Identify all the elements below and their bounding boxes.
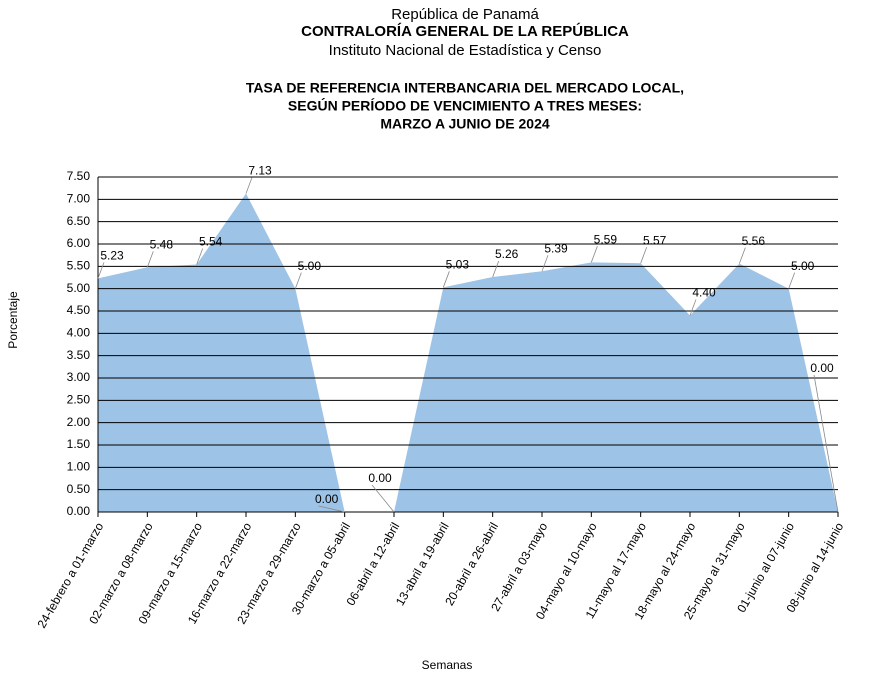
y-tick-label: 1.00	[67, 460, 91, 474]
header-line: Instituto Nacional de Estadística y Cens…	[329, 42, 602, 59]
y-tick-label: 0.00	[67, 504, 91, 518]
area	[98, 193, 838, 512]
chart-title: MARZO A JUNIO DE 2024	[380, 116, 550, 132]
x-axis-title: Semanas	[422, 658, 473, 672]
y-tick-label: 5.50	[67, 259, 91, 273]
y-tick-label: 2.00	[67, 415, 91, 429]
leader-line	[318, 505, 345, 513]
header-line: CONTRALORÍA GENERAL DE LA REPÚBLICA	[301, 22, 629, 40]
leader-line	[541, 255, 549, 272]
chart-title: SEGÚN PERÍODO DE VENCIMIENTO A TRES MESE…	[288, 97, 642, 114]
y-tick-label: 3.00	[67, 370, 91, 384]
y-tick-label: 7.00	[67, 192, 91, 206]
y-tick-label: 1.50	[67, 437, 91, 451]
x-tick-label: 20-abril a 26-abril	[442, 520, 501, 608]
y-tick-label: 7.50	[67, 169, 91, 183]
data-label: 5.03	[446, 257, 470, 271]
leader-line	[590, 246, 598, 263]
y-tick-label: 2.50	[67, 393, 91, 407]
data-label: 5.48	[150, 237, 174, 251]
leader-line	[738, 247, 746, 264]
data-label: 7.13	[248, 164, 272, 178]
y-tick-label: 4.00	[67, 326, 91, 340]
leader-line	[196, 248, 204, 265]
leader-line	[245, 177, 253, 194]
chart-title: TASA DE REFERENCIA INTERBANCARIA DEL MER…	[246, 80, 684, 96]
x-tick-label: 06-abril a 12-abril	[344, 520, 403, 608]
data-label: 5.00	[298, 259, 322, 273]
x-tick-label: 13-abril a 19-abril	[393, 520, 452, 608]
data-label: 0.00	[315, 492, 339, 506]
data-label: 0.00	[810, 361, 834, 375]
data-label: 5.26	[495, 247, 519, 261]
leader-line	[294, 272, 302, 289]
leader-line	[371, 484, 395, 513]
y-tick-label: 6.50	[67, 214, 91, 228]
data-label: 5.57	[643, 233, 667, 247]
data-label: 5.00	[791, 259, 815, 273]
y-tick-label: 4.50	[67, 303, 91, 317]
y-tick-label: 0.50	[67, 482, 91, 496]
y-tick-label: 5.00	[67, 281, 91, 295]
y-tick-label: 3.50	[67, 348, 91, 362]
leader-line	[813, 374, 839, 513]
leader-line	[97, 262, 105, 279]
y-tick-label: 6.00	[67, 236, 91, 250]
leader-line	[492, 260, 500, 278]
leader-line	[146, 251, 154, 268]
header-line: República de Panamá	[391, 6, 539, 23]
data-label: 5.39	[544, 241, 568, 255]
leader-line	[689, 299, 697, 316]
y-axis-title: Porcentaje	[6, 291, 20, 349]
leader-line	[640, 247, 648, 264]
data-label: 5.23	[100, 249, 124, 263]
leader-line	[442, 271, 450, 288]
data-label: 5.54	[199, 235, 223, 249]
leader-line	[788, 272, 796, 289]
data-label: 5.59	[594, 232, 618, 246]
data-label: 4.40	[692, 286, 716, 300]
data-label: 5.56	[742, 234, 766, 248]
data-label: 0.00	[368, 471, 392, 485]
